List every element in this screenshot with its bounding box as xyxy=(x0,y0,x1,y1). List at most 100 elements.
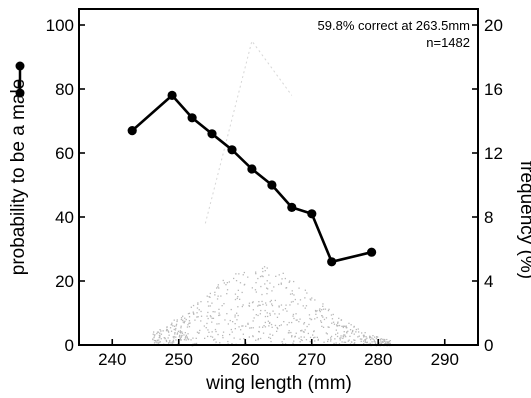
frequency-texture-dot xyxy=(258,301,260,303)
frequency-texture-dot xyxy=(320,321,323,323)
frequency-texture-dot xyxy=(271,303,273,305)
frequency-texture-dot xyxy=(182,321,184,323)
frequency-texture-dot xyxy=(153,331,155,333)
frequency-texture-dot xyxy=(320,320,322,322)
frequency-texture-dot xyxy=(295,313,297,315)
frequency-texture-dot xyxy=(210,316,212,318)
x-tick-label: 270 xyxy=(298,350,326,369)
frequency-texture-dot xyxy=(327,326,329,328)
frequency-texture-dot xyxy=(173,325,176,327)
frequency-texture-dot xyxy=(238,273,240,275)
frequency-texture-dot xyxy=(188,312,191,314)
frequency-texture-dot xyxy=(211,317,213,319)
x-tick-label: 280 xyxy=(364,350,392,369)
frequency-texture-dot xyxy=(277,328,279,330)
frequency-texture-dot xyxy=(213,339,215,341)
frequency-texture-dot xyxy=(335,333,337,336)
frequency-texture-dot xyxy=(302,305,304,307)
frequency-texture-dot xyxy=(291,336,293,338)
frequency-texture-dot xyxy=(218,312,220,314)
frequency-texture-dot xyxy=(371,341,373,343)
frequency-texture-dot xyxy=(194,319,196,321)
frequency-texture-dot xyxy=(215,330,217,333)
frequency-texture-dot xyxy=(267,288,269,290)
frequency-texture-dot xyxy=(178,336,180,338)
frequency-texture-dot xyxy=(269,301,271,303)
frequency-texture-dot xyxy=(294,336,296,338)
frequency-texture-dot xyxy=(255,282,257,284)
frequency-texture-dot xyxy=(271,290,273,292)
accuracy-annotation: 59.8% correct at 263.5mm xyxy=(318,18,470,33)
x-tick-label: 260 xyxy=(231,350,259,369)
frequency-texture-dot xyxy=(182,315,184,317)
frequency-texture-dot xyxy=(280,283,282,285)
frequency-texture-dot xyxy=(175,323,178,325)
frequency-texture-dot xyxy=(243,338,245,340)
frequency-texture-dot xyxy=(342,337,344,339)
frequency-texture-dot xyxy=(265,302,267,304)
frequency-texture-dot xyxy=(355,331,357,333)
frequency-texture-dot xyxy=(276,330,278,332)
frequency-texture-dot xyxy=(278,325,281,327)
frequency-texture-dot xyxy=(156,339,159,341)
frequency-texture-dot xyxy=(251,287,253,289)
frequency-texture-dot xyxy=(196,316,198,318)
frequency-texture-dot xyxy=(255,273,257,275)
frequency-texture-dot xyxy=(183,339,186,341)
frequency-texture-dot xyxy=(231,343,233,345)
frequency-texture-dot xyxy=(288,281,290,283)
frequency-texture-dot xyxy=(284,343,287,345)
frequency-texture-dot xyxy=(264,321,266,324)
frequency-texture-dot xyxy=(315,313,317,315)
frequency-texture-dot xyxy=(241,291,243,294)
frequency-texture-dot xyxy=(160,330,162,332)
frequency-texture-dot xyxy=(265,304,268,306)
frequency-texture-dot xyxy=(219,314,221,316)
frequency-texture-dot xyxy=(212,311,214,313)
frequency-texture-dot xyxy=(340,319,343,321)
frequency-texture-dot xyxy=(366,341,368,344)
frequency-texture-dot xyxy=(316,316,318,319)
frequency-texture-dot xyxy=(263,325,265,327)
frequency-texture-dot xyxy=(285,287,287,289)
frequency-texture-dot xyxy=(282,272,284,274)
frequency-texture-dot xyxy=(342,325,344,327)
frequency-texture-dot xyxy=(236,312,238,314)
frequency-texture-dot xyxy=(179,338,181,340)
frequency-texture-dot xyxy=(331,322,333,324)
frequency-texture-dot xyxy=(336,325,338,327)
frequency-texture-dot xyxy=(303,323,305,325)
frequency-texture-dot xyxy=(346,331,348,333)
frequency-texture-dot xyxy=(354,342,356,344)
frequency-texture-dot xyxy=(171,322,173,324)
frequency-texture-dot xyxy=(180,335,183,337)
frequency-texture-dot xyxy=(292,315,294,317)
frequency-texture-dot xyxy=(222,334,224,337)
frequency-texture-dot xyxy=(247,323,249,325)
frequency-texture-dot xyxy=(373,339,375,341)
frequency-texture-dot xyxy=(274,313,276,315)
frequency-texture-dot xyxy=(183,322,185,324)
frequency-texture-dot xyxy=(333,342,335,345)
frequency-texture-dot xyxy=(234,323,236,325)
frequency-texture-dot xyxy=(159,332,161,334)
frequency-texture-dot xyxy=(168,342,170,344)
frequency-texture-dot xyxy=(188,320,191,322)
frequency-texture-dot xyxy=(218,287,220,289)
frequency-texture-dot xyxy=(372,335,374,337)
frequency-texture-dot xyxy=(257,339,259,341)
frequency-texture-dot xyxy=(248,305,251,307)
frequency-texture-dot xyxy=(263,266,266,268)
frequency-texture-dot xyxy=(291,293,293,295)
left-axis-legend-marker xyxy=(15,61,25,98)
frequency-texture-dot xyxy=(230,308,232,311)
frequency-texture-dot xyxy=(255,291,257,293)
frequency-texture-dot xyxy=(192,304,195,307)
frequency-texture-dot xyxy=(288,330,290,332)
frequency-texture-dot xyxy=(207,311,209,314)
frequency-texture-dot xyxy=(337,321,339,323)
frequency-texture-dot xyxy=(269,337,272,339)
frequency-texture-dot xyxy=(362,340,365,342)
frequency-texture-dot xyxy=(221,305,223,307)
frequency-texture-dot xyxy=(245,325,247,327)
